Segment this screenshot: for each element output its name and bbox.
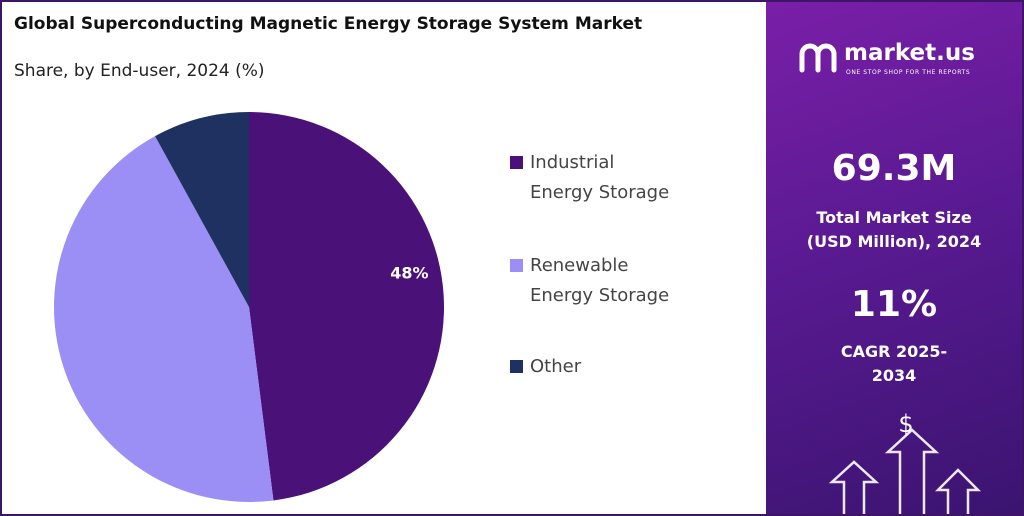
legend-item: Other [510, 352, 670, 382]
cagr: 11% [850, 284, 938, 325]
legend-label: Renewable Energy Storage [530, 255, 670, 306]
pie-slice [155, 112, 249, 307]
cagr-label: CAGR 2025-2034 [840, 342, 948, 385]
chart: Global Superconducting Magnetic Energy S… [14, 14, 642, 503]
market-size-label: Total Market Size (USD Million), 2024 [806, 208, 982, 251]
pie-slice [249, 112, 445, 501]
pie: 48% [53, 112, 445, 503]
pie-slice [53, 136, 274, 503]
market-size: 69.3M [831, 148, 957, 189]
side-panel: market.us ONE STOP SHOP FOR THE REPORTS … [766, 2, 1022, 514]
chart-subtitle: Share, by End-user, 2024 (%) [14, 61, 265, 81]
legend-swatch [510, 360, 523, 373]
brand: market.us [844, 40, 975, 66]
chart-title: Global Superconducting Magnetic Energy S… [14, 14, 642, 34]
arrows-decoration [828, 428, 982, 514]
legend-label: Other [530, 356, 582, 377]
legend-item: Industrial Energy Storage [510, 148, 670, 208]
legend-item: Renewable Energy Storage [510, 251, 670, 311]
data-label: 48% [390, 264, 428, 283]
legend-swatch [510, 259, 523, 272]
tagline: ONE STOP SHOP FOR THE REPORTS [846, 69, 971, 76]
legend-label: Industrial Energy Storage [530, 152, 670, 203]
legend-swatch [510, 156, 523, 169]
logo-icon [799, 43, 837, 73]
